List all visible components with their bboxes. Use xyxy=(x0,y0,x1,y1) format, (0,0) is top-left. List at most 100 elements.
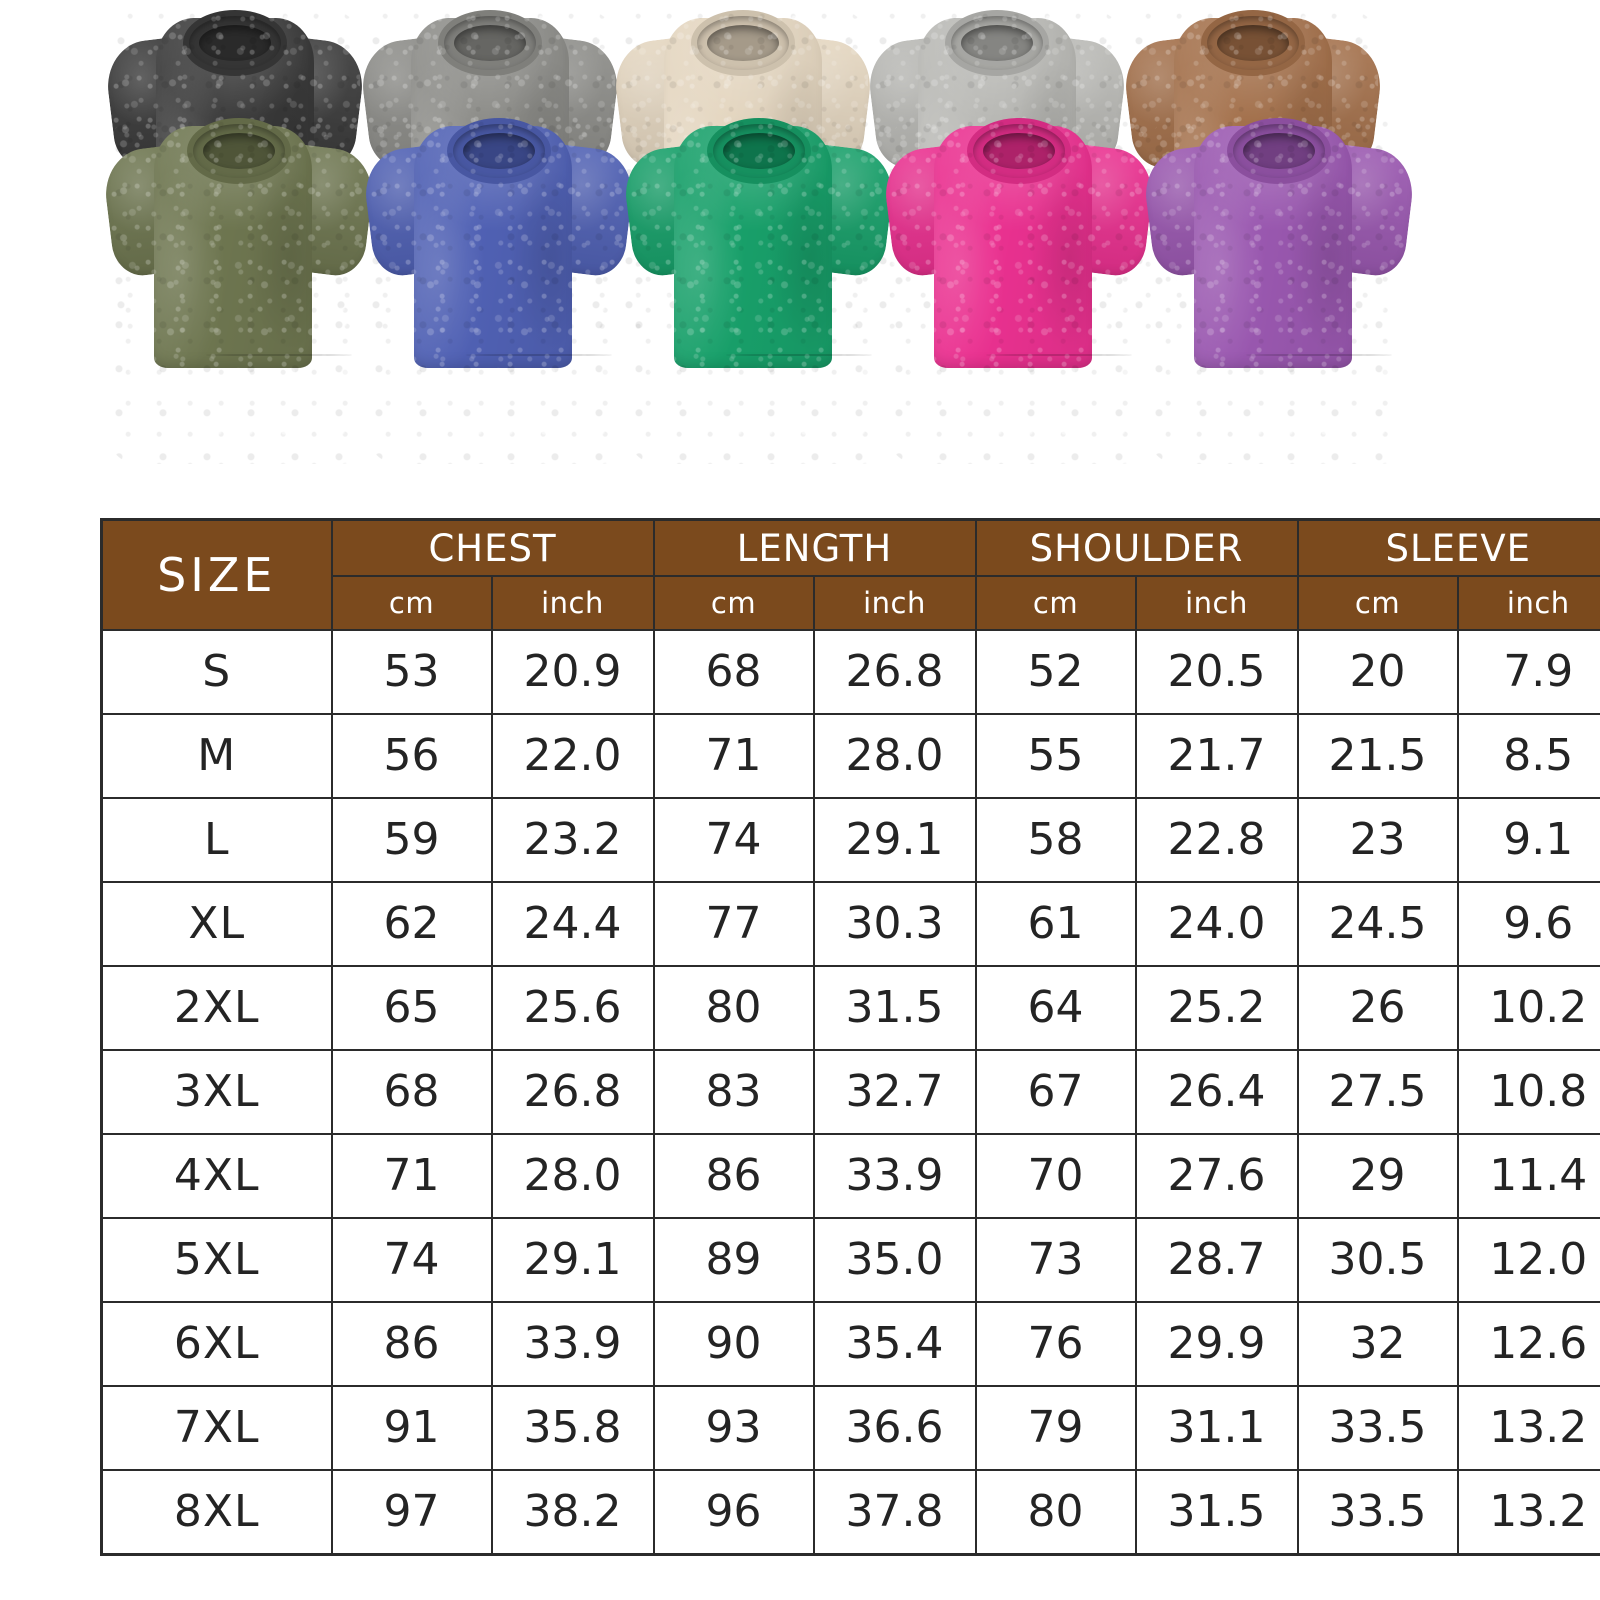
measurement-cell: 65 xyxy=(330,965,493,1051)
table-row: 4XL 71 28.0 86 33.9 70 27.6 29 11.4 xyxy=(100,1133,1600,1219)
measurement-cell: 26.8 xyxy=(490,1049,655,1135)
header-chest: CHEST xyxy=(330,518,655,577)
measurement-cell: 26.8 xyxy=(812,629,977,715)
measurement-cell: 67 xyxy=(974,1049,1137,1135)
measurement-cell: 80 xyxy=(974,1469,1137,1556)
measurement-cell: 23 xyxy=(1296,797,1459,883)
measurement-cell: 55 xyxy=(974,713,1137,799)
measurement-cell: 8.5 xyxy=(1456,713,1600,799)
measurement-cell: 7.9 xyxy=(1456,629,1600,715)
measurement-cell: 29.1 xyxy=(812,797,977,883)
measurement-cell: 71 xyxy=(330,1133,493,1219)
measurement-cell: 38.2 xyxy=(490,1469,655,1556)
measurement-cell: 77 xyxy=(652,881,815,967)
measurement-cell: 24.0 xyxy=(1134,881,1299,967)
measurement-cell: 79 xyxy=(974,1385,1137,1471)
group-header-row: SIZE CHEST LENGTH SHOULDER SLEEVE xyxy=(100,518,1600,631)
table-row: 7XL 91 35.8 93 36.6 79 31.1 33.5 13.2 xyxy=(100,1385,1600,1471)
table-row: 3XL 68 26.8 83 32.7 67 26.4 27.5 10.8 xyxy=(100,1049,1600,1135)
size-label: 3XL xyxy=(100,1049,333,1135)
measurement-cell: 74 xyxy=(652,797,815,883)
measurement-cell: 35.8 xyxy=(490,1385,655,1471)
header-length-inch: inch xyxy=(812,575,977,631)
measurement-cell: 33.5 xyxy=(1296,1385,1459,1471)
tshirt-neck-opening xyxy=(983,133,1055,169)
table-row: S 53 20.9 68 26.8 52 20.5 20 7.9 xyxy=(100,629,1600,715)
measurement-cell: 20.5 xyxy=(1134,629,1299,715)
measurement-cell: 26 xyxy=(1296,965,1459,1051)
measurement-cell: 32.7 xyxy=(812,1049,977,1135)
header-size: SIZE xyxy=(100,518,333,631)
measurement-cell: 29.1 xyxy=(490,1217,655,1303)
measurement-cell: 83 xyxy=(652,1049,815,1135)
measurement-cell: 58 xyxy=(974,797,1137,883)
size-label: S xyxy=(100,629,333,715)
measurement-cell: 59 xyxy=(330,797,493,883)
tshirt-purple xyxy=(1140,118,1418,464)
header-sleeve-inch: inch xyxy=(1456,575,1600,631)
measurement-cell: 64 xyxy=(974,965,1137,1051)
measurement-cell: 53 xyxy=(330,629,493,715)
measurement-cell: 35.0 xyxy=(812,1217,977,1303)
tshirt-neck-opening xyxy=(723,133,795,169)
measurement-cell: 21.5 xyxy=(1296,713,1459,799)
size-chart-table: SIZE CHEST LENGTH SHOULDER SLEEVE cm inc… xyxy=(100,518,1600,1556)
measurement-cell: 56 xyxy=(330,713,493,799)
measurement-cell: 25.6 xyxy=(490,965,655,1051)
measurement-cell: 9.6 xyxy=(1456,881,1600,967)
measurement-cell: 37.8 xyxy=(812,1469,977,1556)
measurement-cell: 96 xyxy=(652,1469,815,1556)
table-body: S 53 20.9 68 26.8 52 20.5 20 7.9 M 56 22.0 71 28.0 55 2… xyxy=(100,629,1600,1556)
measurement-cell: 22.8 xyxy=(1134,797,1299,883)
measurement-cell: 12.6 xyxy=(1456,1301,1600,1387)
header-shoulder-cm: cm xyxy=(974,575,1137,631)
tshirt-hem xyxy=(206,354,352,356)
header-shoulder-inch: inch xyxy=(1134,575,1299,631)
measurement-cell: 35.4 xyxy=(812,1301,977,1387)
tshirt-hem xyxy=(726,354,872,356)
measurement-cell: 52 xyxy=(974,629,1137,715)
table-row: XL 62 24.4 77 30.3 61 24.0 24.5 9.6 xyxy=(100,881,1600,967)
measurement-cell: 12.0 xyxy=(1456,1217,1600,1303)
measurement-cell: 76 xyxy=(974,1301,1137,1387)
tshirt-rose-red xyxy=(880,118,1158,464)
size-label: L xyxy=(100,797,333,883)
tshirt-hem xyxy=(986,354,1132,356)
measurement-cell: 13.2 xyxy=(1456,1385,1600,1471)
size-chart-container: SIZE CHEST LENGTH SHOULDER SLEEVE cm inc… xyxy=(100,518,1600,1556)
measurement-cell: 74 xyxy=(330,1217,493,1303)
table-row: 2XL 65 25.6 80 31.5 64 25.2 26 10.2 xyxy=(100,965,1600,1051)
measurement-cell: 29.9 xyxy=(1134,1301,1299,1387)
measurement-cell: 97 xyxy=(330,1469,493,1556)
size-label: 2XL xyxy=(100,965,333,1051)
tshirt-neck-opening xyxy=(961,25,1033,61)
measurement-cell: 36.6 xyxy=(812,1385,977,1471)
table-row: 5XL 74 29.1 89 35.0 73 28.7 30.5 12.0 xyxy=(100,1217,1600,1303)
measurement-cell: 33.9 xyxy=(812,1133,977,1219)
measurement-cell: 93 xyxy=(652,1385,815,1471)
measurement-cell: 24.5 xyxy=(1296,881,1459,967)
measurement-cell: 23.2 xyxy=(490,797,655,883)
tshirt-blue xyxy=(360,118,638,464)
header-shoulder: SHOULDER xyxy=(974,518,1299,577)
tshirt-neck-opening xyxy=(454,25,526,61)
tshirt-body xyxy=(674,126,872,368)
header-chest-inch: inch xyxy=(490,575,655,631)
table-row: M 56 22.0 71 28.0 55 21.7 21.5 8.5 xyxy=(100,713,1600,799)
measurement-cell: 11.4 xyxy=(1456,1133,1600,1219)
measurement-cell: 89 xyxy=(652,1217,815,1303)
tshirt-body xyxy=(414,126,612,368)
measurement-cell: 68 xyxy=(330,1049,493,1135)
measurement-cell: 13.2 xyxy=(1456,1469,1600,1556)
measurement-cell: 26.4 xyxy=(1134,1049,1299,1135)
measurement-cell: 33.5 xyxy=(1296,1469,1459,1556)
tshirt-green xyxy=(620,118,898,464)
measurement-cell: 27.6 xyxy=(1134,1133,1299,1219)
table-row: 6XL 86 33.9 90 35.4 76 29.9 32 12.6 xyxy=(100,1301,1600,1387)
measurement-cell: 86 xyxy=(652,1133,815,1219)
measurement-cell: 86 xyxy=(330,1301,493,1387)
measurement-cell: 10.2 xyxy=(1456,965,1600,1051)
tshirt-neck-opening xyxy=(463,133,535,169)
measurement-cell: 91 xyxy=(330,1385,493,1471)
measurement-cell: 20.9 xyxy=(490,629,655,715)
